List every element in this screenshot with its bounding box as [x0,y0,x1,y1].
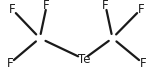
Text: F: F [7,57,13,70]
Text: F: F [9,3,16,16]
Text: Te: Te [78,53,90,66]
Text: F: F [137,3,144,16]
Text: F: F [43,0,50,12]
Text: F: F [102,0,109,12]
Text: F: F [140,57,146,70]
